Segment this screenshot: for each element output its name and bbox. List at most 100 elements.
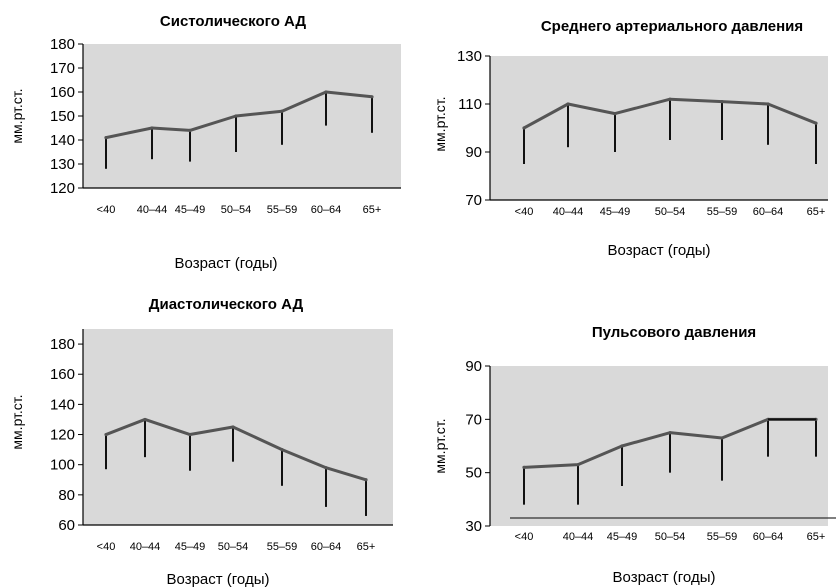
y-tick-label: 170: [50, 60, 75, 77]
x-tick-label: 55–59: [267, 204, 298, 216]
y-tick-label: 60: [58, 517, 75, 534]
x-tick-label: 60–64: [753, 531, 784, 543]
data-point: [620, 444, 624, 448]
x-tick-label: 50–54: [218, 541, 249, 553]
y-tick-label: 50: [465, 465, 482, 482]
data-point: [370, 95, 374, 99]
x-tick-label: 50–54: [655, 531, 686, 543]
plot-area: [490, 366, 828, 526]
data-point: [613, 112, 617, 116]
data-point: [231, 425, 235, 429]
data-point: [720, 436, 724, 440]
y-tick-label: 90: [465, 144, 482, 161]
chart-panel-systolic: Систолического АД мм.рт.ст. Возраст (год…: [0, 0, 420, 285]
data-point: [234, 114, 238, 118]
y-tick-label: 120: [50, 180, 75, 197]
data-point: [668, 431, 672, 435]
data-point: [522, 465, 526, 469]
x-ticks: <40 40–44 45–49 50–54 55–59 60–64 65+: [515, 531, 826, 543]
x-ticks: <40 40–44 45–49 50–54 55–59 60–64 65+: [97, 204, 382, 216]
x-tick-label: 40–44: [130, 541, 161, 553]
data-point: [150, 126, 154, 130]
data-point: [720, 100, 724, 104]
x-tick-label: 65+: [357, 541, 376, 553]
x-tick-label: 60–64: [311, 204, 342, 216]
data-point: [324, 90, 328, 94]
data-point: [188, 128, 192, 132]
chart-pulse: Пульсового давления мм.рт.ст. Возраст (г…: [432, 324, 836, 586]
y-tick-label: 130: [50, 156, 75, 173]
x-tick-label: 55–59: [267, 541, 298, 553]
x-tick-label: <40: [515, 531, 534, 543]
y-tick-label: 100: [50, 457, 75, 474]
series-marks: [522, 97, 818, 164]
y-ticks: 30 50 70 90: [465, 358, 490, 535]
x-axis-label: Возраст (годы): [613, 569, 716, 586]
x-tick-label: 65+: [807, 531, 826, 543]
x-tick-label: 60–64: [753, 206, 784, 218]
x-tick-label: 40–44: [563, 531, 594, 543]
data-point: [188, 432, 192, 437]
y-tick-label: 180: [50, 336, 75, 353]
chart-panel-pulse: Пульсового давления мм.рт.ст. Возраст (г…: [418, 290, 836, 587]
chart-title: Пульсового давления: [592, 324, 756, 341]
plot-area: [490, 56, 828, 200]
y-ticks: 60 80 100 120 140 160 180: [50, 336, 83, 534]
data-point: [766, 102, 770, 106]
data-point: [280, 448, 284, 452]
y-tick-label: 140: [50, 132, 75, 149]
chart-title: Систолического АД: [160, 13, 307, 30]
y-tick-label: 130: [457, 48, 482, 65]
series-marks: [104, 90, 374, 169]
data-point: [143, 417, 147, 422]
x-axis-label: Возраст (годы): [167, 571, 270, 587]
x-tick-label: 45–49: [600, 206, 631, 218]
data-point: [576, 463, 580, 467]
data-point: [522, 126, 526, 130]
chart-panel-diastolic: Диастолического АД мм.рт.ст. Возраст (го…: [0, 290, 420, 587]
x-tick-label: 50–54: [655, 206, 686, 218]
x-tick-label: 55–59: [707, 531, 738, 543]
y-tick-label: 70: [465, 411, 482, 428]
chart-systolic: Систолического АД мм.рт.ст. Возраст (год…: [9, 13, 401, 272]
data-point: [104, 432, 108, 437]
y-tick-label: 180: [50, 36, 75, 53]
data-point: [104, 136, 108, 140]
data-point: [280, 109, 284, 113]
x-tick-label: <40: [515, 206, 534, 218]
x-tick-label: 65+: [363, 204, 382, 216]
series-marks: [104, 417, 368, 516]
x-tick-label: 45–49: [607, 531, 638, 543]
y-tick-label: 30: [465, 518, 482, 535]
chart-title: Диастолического АД: [149, 296, 304, 313]
chart-title: Среднего артериального давления: [541, 18, 803, 35]
x-tick-label: <40: [97, 541, 116, 553]
data-point: [668, 97, 672, 101]
x-tick-label: 60–64: [311, 541, 342, 553]
x-tick-label: 40–44: [137, 204, 168, 216]
data-point: [364, 478, 368, 482]
x-axis-label: Возраст (годы): [608, 242, 711, 259]
x-axis-label: Возраст (годы): [175, 255, 278, 272]
y-tick-label: 120: [50, 427, 75, 444]
y-tick-label: 70: [465, 192, 482, 209]
y-tick-label: 110: [458, 96, 482, 113]
y-tick-label: 80: [58, 487, 75, 504]
y-tick-label: 160: [50, 84, 75, 101]
x-tick-label: 45–49: [175, 204, 206, 216]
x-ticks: <40 40–44 45–49 50–54 55–59 60–64 65+: [515, 206, 826, 218]
y-tick-label: 160: [50, 366, 75, 383]
chart-diastolic: Диастолического АД мм.рт.ст. Возраст (го…: [9, 296, 393, 587]
y-tick-label: 90: [465, 358, 482, 375]
y-axis-label: мм.рт.ст.: [432, 418, 448, 473]
y-ticks: 70 90 110 130: [457, 48, 490, 209]
y-axis-label: мм.рт.ст.: [9, 88, 25, 143]
data-point: [814, 121, 818, 125]
x-tick-label: 40–44: [553, 206, 584, 218]
y-tick-label: 140: [50, 396, 75, 413]
data-point: [324, 466, 328, 470]
y-axis-label: мм.рт.ст.: [9, 394, 25, 449]
chart-panel-mean-arterial: Среднего артериального давления мм.рт.ст…: [418, 0, 836, 285]
y-tick-label: 150: [50, 108, 75, 125]
x-tick-label: 50–54: [221, 204, 252, 216]
